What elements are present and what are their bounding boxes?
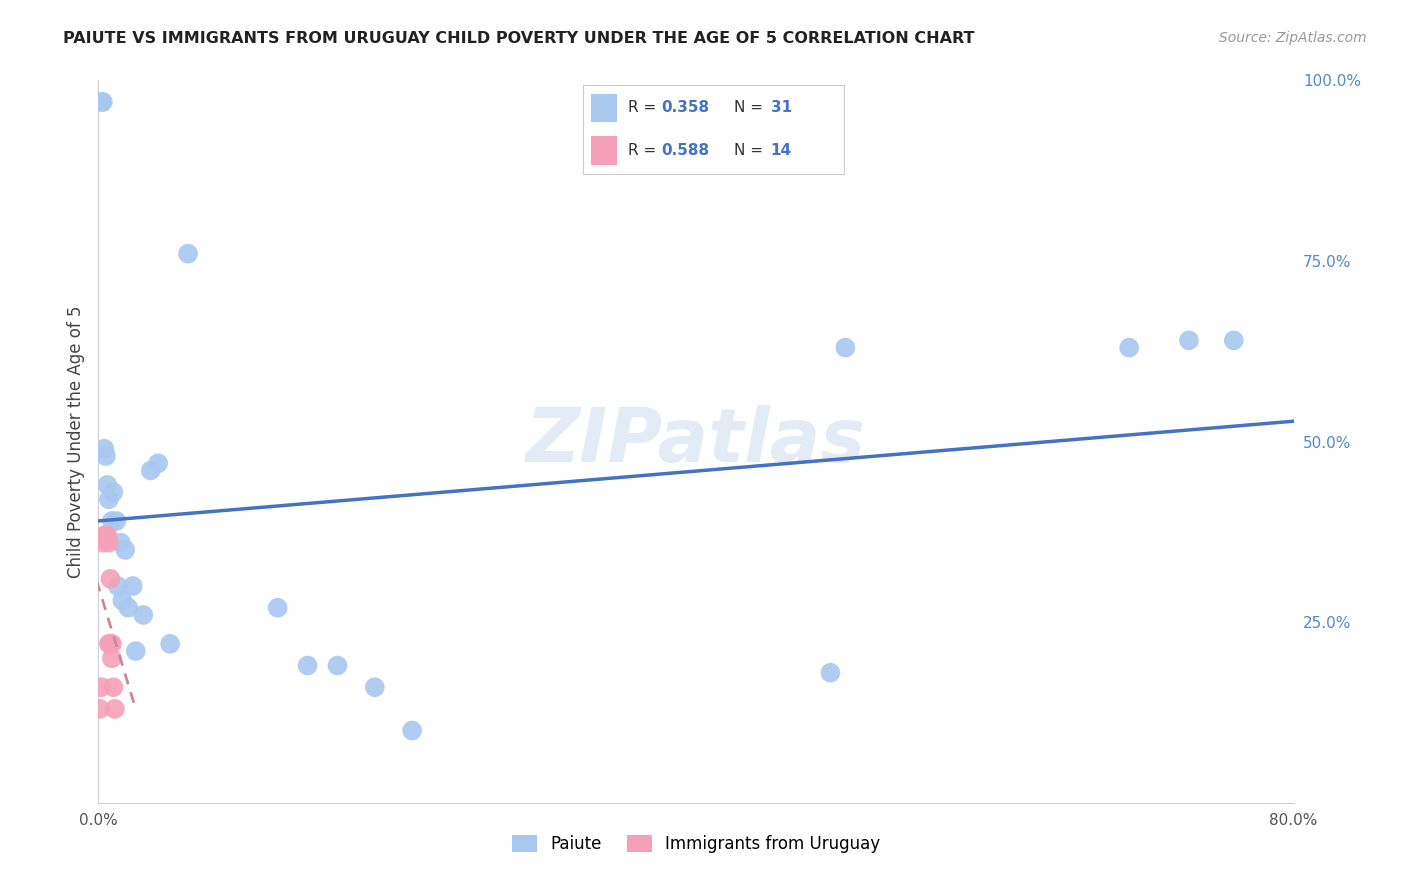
Point	[111, 593, 134, 607]
Point	[90, 680, 112, 694]
Point	[1118, 341, 1140, 355]
Point	[1178, 334, 1201, 348]
Point	[90, 95, 112, 109]
Point	[326, 658, 349, 673]
Point	[101, 651, 124, 665]
Text: R =: R =	[627, 144, 661, 158]
Text: 14: 14	[770, 144, 792, 158]
Text: N =: N =	[734, 144, 768, 158]
Point	[105, 514, 128, 528]
Point	[101, 514, 124, 528]
Point	[834, 341, 856, 355]
Point	[94, 528, 117, 542]
Point	[97, 637, 120, 651]
Text: R =: R =	[627, 101, 661, 115]
Point	[103, 485, 125, 500]
Point	[132, 607, 155, 622]
Point	[117, 600, 139, 615]
Point	[101, 637, 124, 651]
Point	[94, 449, 117, 463]
Point	[139, 463, 162, 477]
Point	[97, 535, 120, 549]
Text: 0.358: 0.358	[662, 101, 710, 115]
Point	[820, 665, 842, 680]
Text: Source: ZipAtlas.com: Source: ZipAtlas.com	[1219, 31, 1367, 45]
Point	[159, 637, 181, 651]
Y-axis label: Child Poverty Under the Age of 5: Child Poverty Under the Age of 5	[66, 305, 84, 578]
Text: 31: 31	[770, 101, 792, 115]
Point	[103, 680, 125, 694]
Point	[96, 478, 118, 492]
Point	[97, 492, 120, 507]
Point	[93, 528, 115, 542]
Point	[104, 702, 127, 716]
Text: 0.588: 0.588	[662, 144, 710, 158]
Text: PAIUTE VS IMMIGRANTS FROM URUGUAY CHILD POVERTY UNDER THE AGE OF 5 CORRELATION C: PAIUTE VS IMMIGRANTS FROM URUGUAY CHILD …	[63, 31, 974, 46]
Point	[401, 723, 423, 738]
Point	[98, 637, 122, 651]
Text: N =: N =	[734, 101, 768, 115]
Point	[91, 95, 114, 109]
Point	[121, 579, 143, 593]
Point	[110, 535, 132, 549]
Text: ZIPatlas: ZIPatlas	[526, 405, 866, 478]
Point	[98, 572, 122, 586]
Point	[267, 600, 290, 615]
FancyBboxPatch shape	[592, 136, 617, 165]
Point	[125, 644, 148, 658]
Point	[93, 442, 115, 456]
FancyBboxPatch shape	[592, 94, 617, 122]
Point	[96, 528, 118, 542]
Point	[1223, 334, 1246, 348]
Point	[177, 246, 200, 260]
Legend: Paiute, Immigrants from Uruguay: Paiute, Immigrants from Uruguay	[505, 828, 887, 860]
Point	[107, 579, 129, 593]
Point	[148, 456, 170, 470]
Point	[91, 535, 114, 549]
Point	[89, 702, 111, 716]
Point	[297, 658, 319, 673]
Point	[364, 680, 387, 694]
Point	[114, 542, 136, 557]
